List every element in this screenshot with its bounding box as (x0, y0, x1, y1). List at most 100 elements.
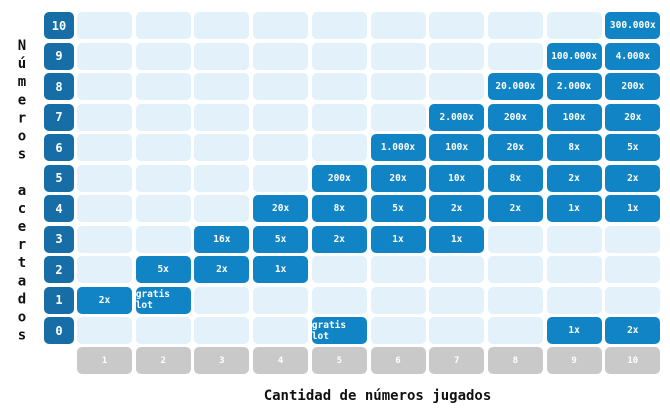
empty-cell (135, 164, 191, 192)
column-label: 7 (429, 347, 485, 374)
empty-cell (605, 225, 661, 253)
column-label: 1 (77, 347, 132, 374)
x-axis-title: Cantidad de números jugados (263, 388, 492, 404)
empty-cell (546, 286, 602, 314)
empty-cell (194, 164, 250, 192)
empty-cell (77, 256, 132, 283)
payout-cell: 1x (429, 225, 485, 253)
empty-cell (429, 12, 485, 39)
empty-cell (253, 286, 309, 314)
empty-cell (194, 134, 250, 161)
payout-cell: 5x (253, 225, 309, 253)
payout-cell: 1x (546, 195, 602, 222)
empty-cell (135, 42, 191, 70)
empty-cell (194, 73, 250, 100)
row-label: 6 (44, 134, 74, 161)
empty-cell (253, 42, 309, 70)
payout-cell: 8x (546, 134, 602, 161)
empty-cell (194, 317, 250, 344)
empty-cell (487, 225, 543, 253)
payout-cell: gratis lot (135, 286, 191, 314)
payout-cell: 2x (429, 195, 485, 222)
empty-cell (135, 12, 191, 39)
row-label: 9 (44, 42, 74, 70)
empty-cell (77, 103, 132, 131)
row-label: 7 (44, 103, 74, 131)
empty-cell (487, 42, 543, 70)
payout-cell: 16x (194, 225, 250, 253)
empty-cell (194, 103, 250, 131)
payout-cell: 5x (370, 195, 426, 222)
empty-cell (311, 286, 367, 314)
payout-cell: 1.000x (370, 134, 426, 161)
empty-cell (135, 73, 191, 100)
empty-cell (77, 317, 132, 344)
empty-cell (370, 12, 426, 39)
empty-cell (370, 103, 426, 131)
row-label: 0 (44, 317, 74, 344)
payout-cell: 200x (487, 103, 543, 131)
empty-cell (253, 103, 309, 131)
column-label: 8 (487, 347, 543, 374)
empty-cell (429, 42, 485, 70)
empty-cell (311, 256, 367, 283)
y-axis-title: Números acertados (14, 38, 30, 346)
empty-cell (487, 256, 543, 283)
row-label: 5 (44, 164, 74, 192)
empty-cell (429, 256, 485, 283)
empty-cell (546, 256, 602, 283)
column-label: 10 (605, 347, 661, 374)
empty-cell (194, 42, 250, 70)
empty-cell (135, 317, 191, 344)
column-label: 3 (194, 347, 250, 374)
payout-cell: 5x (605, 134, 661, 161)
empty-cell (311, 73, 367, 100)
empty-cell (546, 225, 602, 253)
empty-cell (370, 317, 426, 344)
payout-cell: 100x (546, 103, 602, 131)
empty-cell (605, 256, 661, 283)
payout-cell: 2x (194, 256, 250, 283)
payout-cell: 2x (546, 164, 602, 192)
row-label: 8 (44, 73, 74, 100)
empty-cell (429, 317, 485, 344)
payout-cell: 2x (77, 286, 132, 314)
payout-cell: 2x (487, 195, 543, 222)
empty-cell (77, 73, 132, 100)
empty-cell (370, 286, 426, 314)
payout-cell: 20.000x (487, 73, 543, 100)
row-label: 2 (44, 256, 74, 283)
payout-cell: 1x (546, 317, 602, 344)
payout-cell: 2x (311, 225, 367, 253)
payout-cell: 2x (605, 317, 661, 344)
empty-cell (605, 286, 661, 314)
column-label: 6 (370, 347, 426, 374)
payout-cell: 100.000x (546, 42, 602, 70)
column-label: 9 (546, 347, 602, 374)
empty-cell (253, 134, 309, 161)
payout-cell: 20x (605, 103, 661, 131)
empty-cell (77, 12, 132, 39)
empty-cell (135, 134, 191, 161)
empty-cell (487, 286, 543, 314)
empty-cell (77, 42, 132, 70)
empty-cell (311, 12, 367, 39)
empty-cell (77, 195, 132, 222)
payout-cell: 10x (429, 164, 485, 192)
empty-cell (253, 12, 309, 39)
empty-cell (253, 317, 309, 344)
empty-cell (135, 225, 191, 253)
payout-cell: 1x (605, 195, 661, 222)
empty-cell (429, 286, 485, 314)
payout-cell: 8x (311, 195, 367, 222)
empty-cell (77, 164, 132, 192)
empty-cell (311, 134, 367, 161)
payout-cell: 4.000x (605, 42, 661, 70)
empty-cell (77, 225, 132, 253)
payout-cell: 20x (370, 164, 426, 192)
empty-cell (370, 42, 426, 70)
payout-cell: 300.000x (605, 12, 661, 39)
empty-cell (194, 12, 250, 39)
row-label: 4 (44, 195, 74, 222)
